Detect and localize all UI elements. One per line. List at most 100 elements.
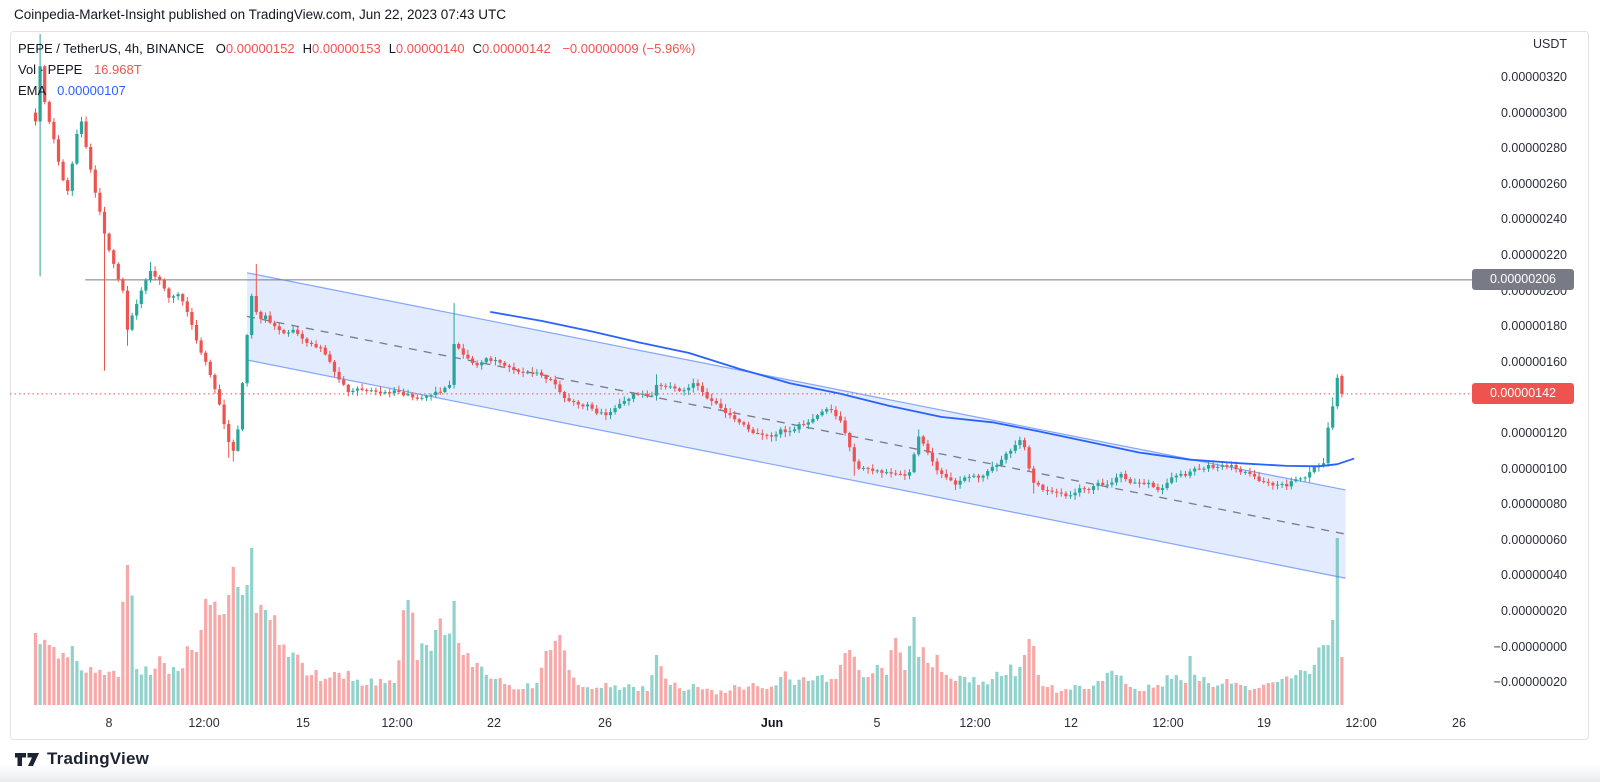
candle-body	[779, 429, 783, 435]
volume-bar	[967, 682, 971, 705]
candle-body	[470, 358, 475, 363]
volume-bar	[521, 689, 525, 705]
volume-bar	[1082, 689, 1086, 705]
volume-bar	[512, 689, 516, 705]
volume-bar	[1073, 685, 1077, 705]
candle-body	[852, 447, 856, 462]
candle-body	[171, 296, 176, 298]
volume-bar	[38, 644, 42, 705]
volume-bar	[705, 688, 709, 705]
volume-bar	[691, 683, 695, 705]
volume-bar	[1105, 672, 1109, 705]
volume-bar	[921, 647, 925, 705]
candle-body	[392, 390, 396, 394]
candle-body	[659, 384, 663, 386]
candle-body	[572, 400, 576, 402]
volume-bar	[240, 595, 245, 705]
volume-bar	[1101, 681, 1105, 705]
volume-bar	[668, 685, 672, 705]
ema-label[interactable]: EMA	[18, 83, 46, 98]
volume-bar	[613, 685, 617, 705]
volume-bar	[981, 681, 985, 705]
volume-bar	[585, 687, 590, 705]
volume-bar	[222, 614, 226, 705]
volume-bar	[194, 651, 199, 705]
volume-bar	[539, 667, 544, 705]
volume-bar	[392, 683, 396, 705]
volume-bar	[43, 639, 47, 705]
volume-bar	[811, 680, 815, 705]
candle-body	[783, 429, 787, 433]
volume-bar	[1170, 679, 1174, 705]
candle-body	[1202, 468, 1206, 470]
current-price-badge: 0.00000142	[1472, 383, 1574, 405]
ema-line	[490, 311, 1355, 468]
volume-bar	[1326, 645, 1330, 705]
ohlc-key: H	[302, 41, 312, 56]
volume-bar	[148, 675, 153, 705]
volume-bar	[723, 693, 728, 705]
candle-body	[792, 429, 797, 432]
candle-body	[829, 409, 833, 411]
volume-bar	[1041, 686, 1045, 705]
volume-bar	[1137, 690, 1142, 705]
volume-bar	[355, 679, 360, 705]
tradingview-logo-icon[interactable]	[14, 750, 40, 769]
candle-body	[1082, 488, 1086, 490]
candle-body	[397, 390, 401, 393]
x-axis-tick: 19	[1257, 716, 1271, 730]
volume-bar	[903, 670, 907, 705]
candle-body	[986, 471, 990, 476]
candle-body	[337, 371, 341, 380]
candle-body	[1114, 477, 1119, 483]
candle-body	[696, 383, 700, 386]
candle-body	[1188, 471, 1192, 476]
volume-bar	[415, 660, 419, 705]
volume-bar	[61, 653, 65, 705]
candle-body	[1073, 492, 1077, 496]
candle-body	[930, 452, 935, 462]
candle-body	[963, 477, 967, 481]
volume-bar	[871, 673, 875, 705]
volume-bar	[457, 642, 461, 705]
candle-body	[360, 388, 364, 390]
volume-bar	[815, 675, 820, 705]
volume-bar	[1022, 654, 1027, 705]
candle-body	[355, 388, 360, 391]
volume-bar	[47, 645, 51, 705]
volume-bar	[1045, 687, 1050, 705]
volume-bar	[135, 669, 139, 705]
candle-body	[84, 121, 88, 148]
volume-bar	[636, 691, 640, 705]
candle-body	[641, 393, 645, 395]
volume-bar	[861, 677, 866, 705]
tradingview-wordmark[interactable]: TradingView	[47, 749, 150, 768]
volume-bar	[898, 652, 902, 705]
volume-bar	[1243, 685, 1247, 705]
candle-body	[107, 233, 111, 251]
volume-bar	[1009, 664, 1013, 705]
volume-bar	[434, 630, 438, 705]
candle-body	[484, 358, 488, 363]
candle-body	[213, 375, 217, 390]
volume-bar	[599, 687, 603, 705]
candle-body	[940, 470, 944, 474]
volume-bar	[1018, 667, 1022, 705]
volume-bar	[838, 665, 843, 705]
candle-body	[871, 468, 875, 471]
candle-body	[489, 358, 493, 361]
candle-body	[1248, 471, 1252, 474]
volume-value: 16.968T	[93, 62, 142, 77]
candle-body	[332, 361, 337, 372]
volume-bar	[829, 679, 833, 705]
volume-label[interactable]: Vol · PEPE	[18, 62, 83, 77]
volume-bar	[995, 671, 999, 705]
symbol-title[interactable]: PEPE / TetherUS, 4h, BINANCE	[18, 41, 205, 56]
candle-body	[273, 322, 277, 327]
candle-body	[953, 480, 958, 485]
volume-bar	[369, 678, 373, 705]
volume-bar	[792, 685, 797, 705]
volume-bar	[631, 687, 636, 705]
candle-body	[972, 475, 976, 477]
candle-body	[1312, 466, 1316, 473]
